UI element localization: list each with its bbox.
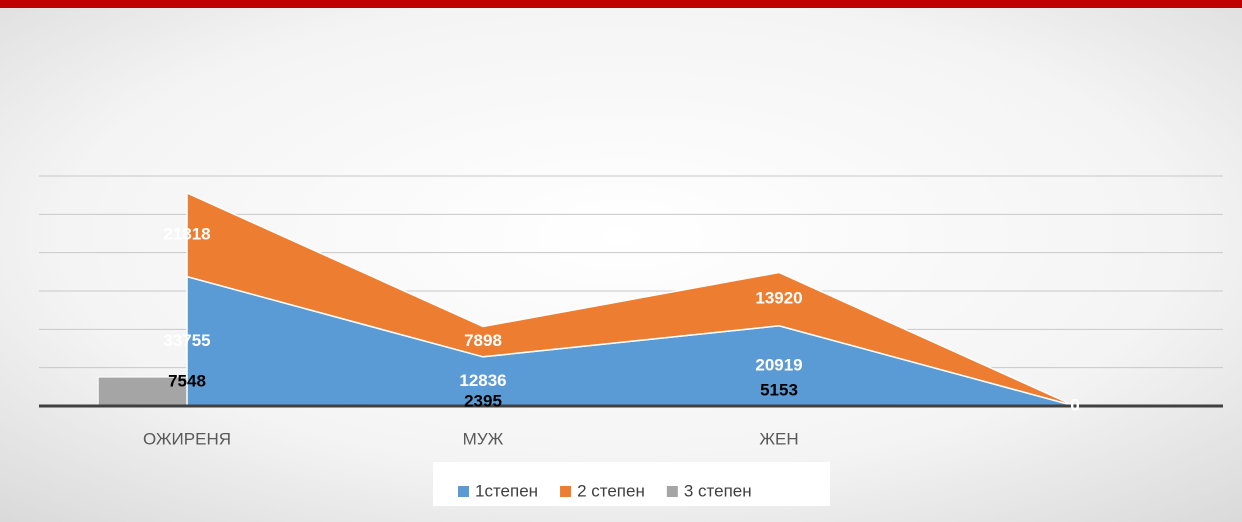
x-tick-label: ОЖИРЕНЯ (143, 429, 231, 448)
legend-label: 3 степен (684, 481, 752, 500)
data-label: 20919 (755, 355, 802, 374)
legend-swatch (458, 486, 469, 497)
data-label: 33755 (163, 331, 210, 350)
data-label: 5153 (760, 381, 798, 400)
data-label: 21818 (163, 224, 210, 243)
x-tick-label: МУЖ (463, 429, 504, 448)
legend-label: 1степен (475, 481, 538, 500)
area (186, 191, 1076, 407)
data-label: 7898 (464, 331, 502, 350)
legend-box (433, 462, 830, 506)
top-bar (0, 0, 1242, 8)
data-label: 0 (1070, 395, 1079, 414)
legend-label: 2 степен (577, 481, 645, 500)
x-tick-label: ЖЕН (759, 429, 798, 448)
data-label: 0 (1070, 395, 1079, 414)
legend-swatch (666, 486, 678, 497)
data-label: 13920 (755, 289, 802, 308)
data-label: 2395 (464, 391, 502, 410)
data-label: 7548 (168, 372, 206, 391)
data-label: 12836 (459, 371, 506, 390)
legend-swatch (560, 486, 572, 497)
